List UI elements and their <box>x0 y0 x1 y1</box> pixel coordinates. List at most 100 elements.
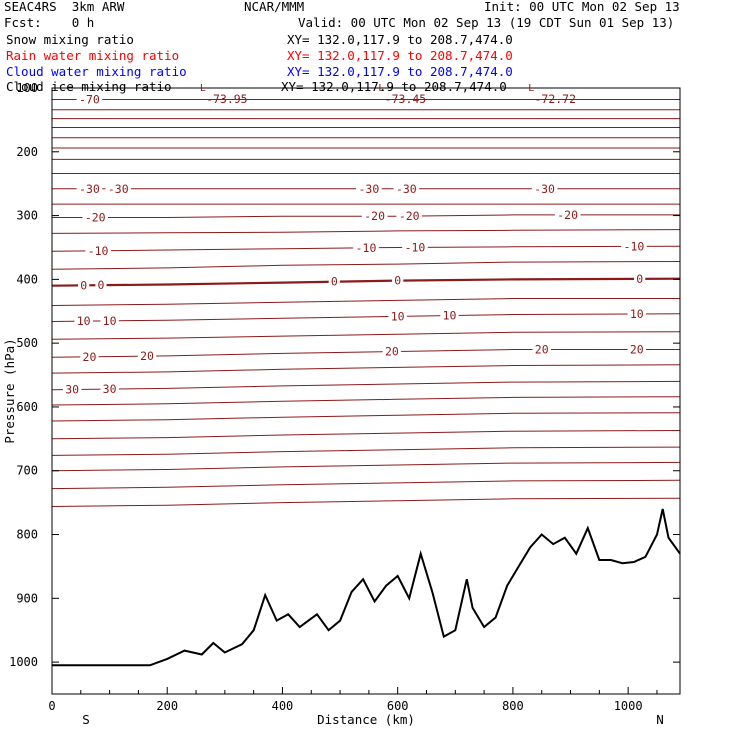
contour-label-bg <box>85 244 111 257</box>
isotherm-line-35 <box>51 396 681 406</box>
minimum-marker: L <box>378 83 384 94</box>
contour-label-bg <box>95 279 107 292</box>
x-tick-label: 800 <box>502 699 524 713</box>
contour-label-bg <box>361 210 388 223</box>
contour-labels: -70-30 -30 -30 -30 -30-20 -20 -20 -20-10 -10 -10-… <box>62 83 647 397</box>
minimum-marker: L <box>528 83 534 94</box>
x-tick-label: 1000 <box>614 699 643 713</box>
contour-label-bg <box>76 182 103 195</box>
legend-rain-xy: XY= 132.0,117.9 to 208.7,474.0 <box>287 48 513 63</box>
isotherm-line-minus-5 <box>51 261 681 270</box>
isotherm-line-60 <box>51 479 681 490</box>
legend-cloud-ice-label: Cloud ice mixing ratio <box>6 79 172 94</box>
init-time: Init: 00 UTC Mon 02 Sep 13 <box>484 0 680 14</box>
contour-label: 0 <box>394 274 401 288</box>
contour-label: -20 <box>364 209 385 223</box>
contour-label: -20 <box>399 209 420 223</box>
terrain-outline <box>52 508 681 667</box>
contour-label-bg <box>80 350 99 363</box>
contour-label: 20 <box>630 343 644 357</box>
isotherm-line-30 <box>51 380 681 391</box>
contour-label-bg <box>627 343 646 356</box>
contour-label-bg <box>392 274 404 287</box>
isotherm-line-45 <box>51 430 681 440</box>
contour-label: -70 <box>79 92 100 106</box>
contour-label-bg <box>627 307 646 320</box>
direction-label-north: N <box>656 712 664 727</box>
contour-label: 10 <box>77 314 91 328</box>
x-axis-title: Distance (km) <box>317 712 415 727</box>
isotherm-line-minus-15 <box>51 229 681 234</box>
contour-label: -30 <box>358 182 379 196</box>
isotherm-contours <box>51 99 681 507</box>
model-name: SEAC4RS 3km ARW <box>4 0 125 14</box>
direction-label-south: S <box>82 712 90 727</box>
contour-label: 20 <box>535 343 549 357</box>
isotherm-line-55 <box>51 461 681 472</box>
legend-cloud-ice-xy: XY= 132.0,117.9 to 208.7,474.0 <box>281 79 507 94</box>
x-tick-label: 200 <box>156 699 178 713</box>
y-tick-label: 200 <box>16 145 38 159</box>
isotherm-line-5 <box>51 298 680 306</box>
x-tick-label: 400 <box>272 699 294 713</box>
contour-label-bg <box>74 315 93 328</box>
contour-label-bg <box>100 383 119 396</box>
y-tick-label: 500 <box>16 336 38 350</box>
contour-label-bg <box>440 309 459 322</box>
minimum-value: -73.45 <box>385 92 427 106</box>
contour-label: -20 <box>85 210 106 224</box>
isotherm-line-25 <box>51 364 681 374</box>
contour-label-bg <box>356 182 382 195</box>
x-tick-label: 600 <box>387 699 409 713</box>
y-tick-label: 600 <box>16 400 38 414</box>
contour-label-bg <box>82 211 109 224</box>
y-axis-title: Pressure (hPa) <box>2 338 17 443</box>
contour-label-bg <box>531 182 558 195</box>
contour-label-bg <box>382 345 402 358</box>
isotherm-line-10 <box>51 313 681 322</box>
y-tick-label: 400 <box>16 272 38 286</box>
contour-label: -30 <box>534 182 555 196</box>
valid-time: Valid: 00 UTC Mon 02 Sep 13 (19 CDT Sun … <box>298 15 675 30</box>
minimum-marker: L <box>200 83 206 94</box>
contour-label: -30 <box>396 182 417 196</box>
legend-cloud-water-xy: XY= 132.0,117.9 to 208.7,474.0 <box>287 64 513 79</box>
contour-label-bg <box>328 275 340 288</box>
contour-label-bg <box>353 241 379 254</box>
legend-snow-label: Snow mixing ratio <box>6 32 134 47</box>
y-tick-label-top: 100 <box>16 81 38 95</box>
y-tick-label: 800 <box>16 528 38 542</box>
y-tick-label: 900 <box>16 591 38 605</box>
contour-label: 0 <box>636 272 643 286</box>
contour-label: -30 <box>108 182 129 196</box>
contour-label-bg <box>100 314 119 327</box>
contour-label-bg <box>393 182 420 195</box>
contour-label-bg <box>62 383 82 396</box>
contour-label-bg <box>76 93 103 106</box>
minimum-value: -73.95 <box>206 92 248 106</box>
isotherm-line-65 <box>51 497 681 507</box>
contour-label-bg <box>554 208 581 221</box>
contour-label: 0 <box>80 278 87 292</box>
contour-label-bg <box>532 343 551 356</box>
contour-label: 10 <box>391 309 405 323</box>
contour-label: 10 <box>103 314 117 328</box>
y-tick-label: 1000 <box>9 655 38 669</box>
contour-label: -10 <box>88 244 109 258</box>
x-tick-label: 0 <box>48 699 55 713</box>
terrain-line <box>52 508 681 667</box>
isotherm-line-15 <box>51 331 681 340</box>
contour-label: 30 <box>103 382 117 396</box>
contour-label: 30 <box>65 383 79 397</box>
contour-label: -10 <box>356 241 377 255</box>
isotherm-line-minus-20 <box>52 214 680 218</box>
contour-label: 0 <box>331 275 338 289</box>
contour-label: 10 <box>630 307 644 321</box>
contour-label: 20 <box>385 345 399 359</box>
isotherm-line-minus-10 <box>51 245 681 252</box>
contour-label: 0 <box>98 278 105 292</box>
y-tick-label: 700 <box>16 464 38 478</box>
legend-rain-label: Rain water mixing ratio <box>6 48 180 63</box>
axis-ticks: 0 200 400 600 800 100020030040050060070080090… <box>9 81 680 713</box>
contour-label-bg <box>634 272 646 285</box>
